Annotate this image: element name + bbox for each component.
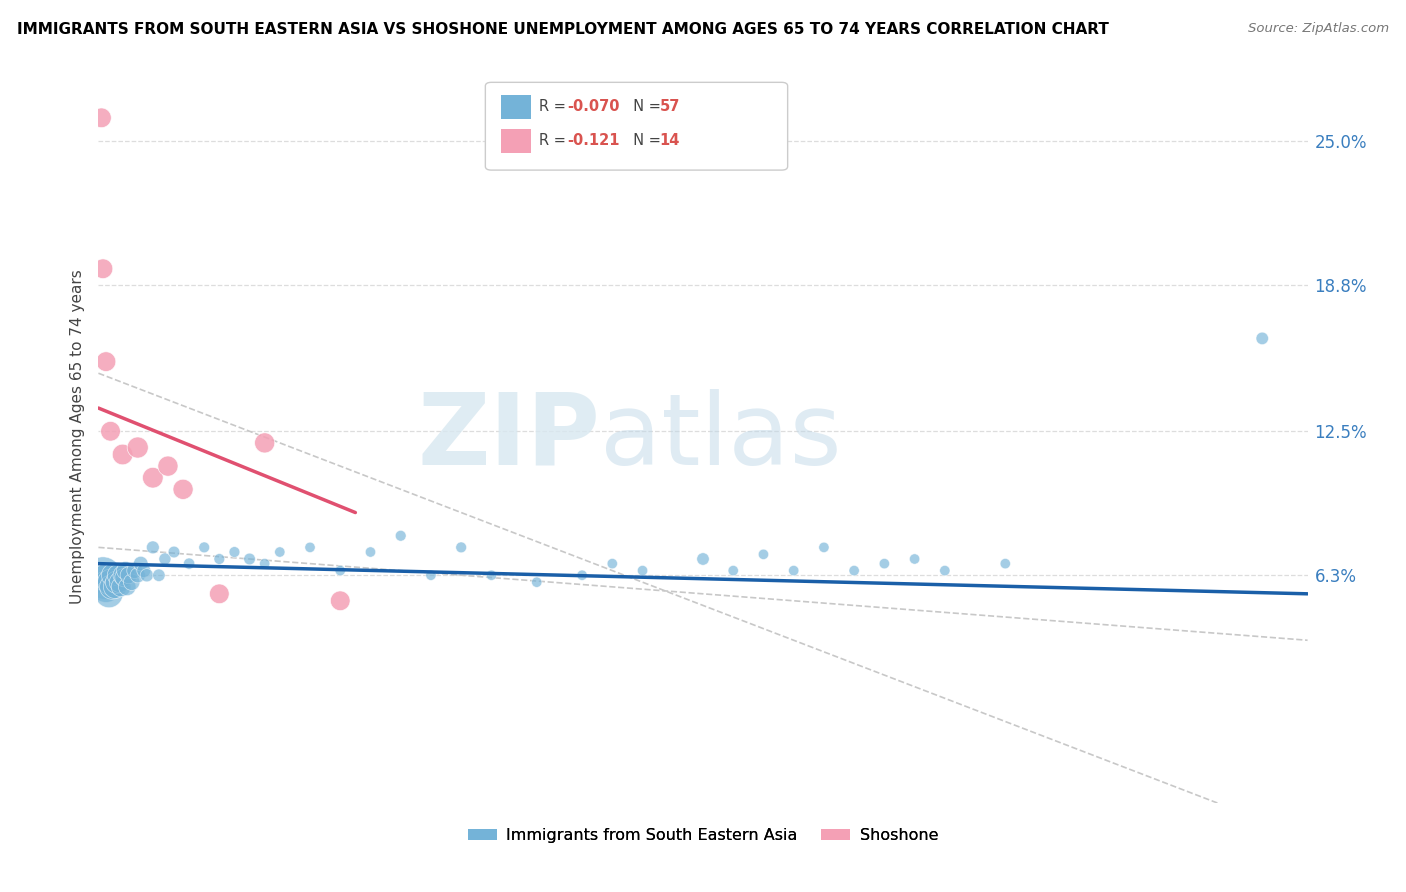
Point — [142, 471, 165, 485]
Point — [127, 568, 149, 582]
Point — [91, 261, 114, 276]
Point — [124, 564, 146, 578]
Text: N =: N = — [624, 133, 666, 148]
Point — [111, 448, 134, 462]
Point — [135, 568, 157, 582]
Point — [692, 552, 714, 566]
Text: IMMIGRANTS FROM SOUTH EASTERN ASIA VS SHOSHONE UNEMPLOYMENT AMONG AGES 65 TO 74 : IMMIGRANTS FROM SOUTH EASTERN ASIA VS SH… — [17, 22, 1109, 37]
Point — [360, 545, 382, 559]
Point — [127, 441, 149, 455]
Point — [723, 564, 745, 578]
Point — [179, 557, 201, 571]
Point — [94, 580, 117, 594]
Point — [208, 552, 231, 566]
Point — [571, 568, 593, 582]
Point — [114, 564, 136, 578]
Point — [602, 557, 624, 571]
Point — [208, 587, 231, 601]
Point — [269, 545, 291, 559]
Point — [450, 541, 472, 555]
Point — [193, 541, 215, 555]
Point — [91, 568, 114, 582]
Point — [389, 529, 412, 543]
Text: 14: 14 — [659, 133, 681, 148]
Point — [934, 564, 956, 578]
Point — [101, 580, 124, 594]
Point — [526, 575, 548, 590]
Point — [329, 594, 352, 608]
Text: 57: 57 — [659, 99, 681, 114]
Point — [752, 547, 775, 561]
Point — [224, 545, 246, 559]
Point — [90, 111, 112, 125]
Point — [172, 483, 194, 497]
Text: R =: R = — [538, 99, 569, 114]
Point — [329, 564, 352, 578]
Text: atlas: atlas — [600, 389, 842, 485]
Point — [1251, 331, 1274, 345]
Text: -0.121: -0.121 — [568, 133, 620, 148]
Point — [142, 541, 165, 555]
Point — [844, 564, 866, 578]
FancyBboxPatch shape — [501, 129, 531, 153]
Point — [163, 545, 186, 559]
Point — [299, 541, 322, 555]
Point — [105, 575, 128, 590]
Point — [873, 557, 896, 571]
Point — [93, 575, 115, 590]
Point — [103, 568, 125, 582]
Text: N =: N = — [624, 99, 666, 114]
Point — [98, 587, 121, 601]
Point — [118, 568, 141, 582]
Point — [100, 575, 122, 590]
Point — [115, 580, 138, 594]
Point — [108, 575, 131, 590]
Point — [783, 564, 806, 578]
Point — [148, 568, 170, 582]
Point — [253, 557, 276, 571]
Point — [156, 459, 179, 474]
Point — [239, 552, 262, 566]
Point — [153, 552, 176, 566]
Legend: Immigrants from South Eastern Asia, Shoshone: Immigrants from South Eastern Asia, Shos… — [461, 822, 945, 850]
Point — [107, 568, 129, 582]
Point — [481, 568, 503, 582]
Point — [121, 575, 143, 590]
Point — [904, 552, 927, 566]
Point — [129, 557, 152, 571]
Text: Source: ZipAtlas.com: Source: ZipAtlas.com — [1249, 22, 1389, 36]
Text: -0.070: -0.070 — [568, 99, 620, 114]
Point — [112, 570, 135, 584]
Text: ZIP: ZIP — [418, 389, 600, 485]
Point — [96, 570, 118, 584]
FancyBboxPatch shape — [501, 95, 531, 119]
Point — [132, 564, 155, 578]
FancyBboxPatch shape — [485, 82, 787, 170]
Point — [110, 580, 132, 594]
Point — [111, 568, 134, 582]
Point — [100, 424, 122, 438]
Text: R =: R = — [538, 133, 569, 148]
Point — [420, 568, 443, 582]
Point — [104, 580, 127, 594]
Y-axis label: Unemployment Among Ages 65 to 74 years: Unemployment Among Ages 65 to 74 years — [69, 269, 84, 605]
Point — [631, 564, 654, 578]
Point — [94, 354, 117, 368]
Point — [994, 557, 1017, 571]
Point — [813, 541, 835, 555]
Point — [253, 436, 276, 450]
